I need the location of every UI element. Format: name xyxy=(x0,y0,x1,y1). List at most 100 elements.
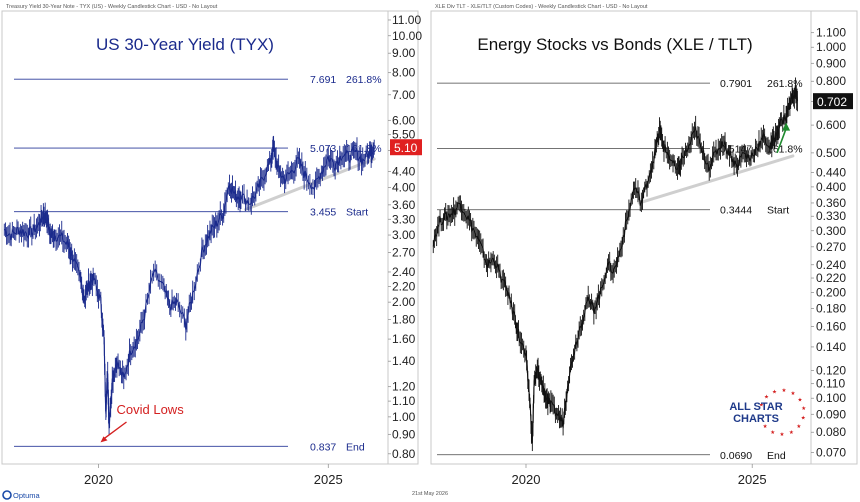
logo-line-1: ALL STAR xyxy=(729,401,782,413)
y-tick-label: 0.300 xyxy=(816,224,846,238)
y-tick-label: 1.80 xyxy=(392,313,416,327)
last-value-label: 0.702 xyxy=(817,95,847,109)
annotation-arrowhead xyxy=(100,436,108,443)
left-chart-subtitle: Treasury Yield 30-Year Note - TYX (US) -… xyxy=(6,4,218,10)
y-tick-label: 0.090 xyxy=(816,407,846,421)
y-tick-label: 1.100 xyxy=(816,26,846,40)
y-tick-label: 0.160 xyxy=(816,320,846,334)
logo-star-icon: ★ xyxy=(759,401,764,408)
left-chart-title: US 30-Year Yield (TYX) xyxy=(96,35,274,54)
level-name-label: 161.8% xyxy=(767,143,803,155)
right-chart-title: Energy Stocks vs Bonds (XLE / TLT) xyxy=(477,35,752,54)
series-line xyxy=(432,88,798,444)
last-value-badge xyxy=(390,139,422,156)
trendline xyxy=(637,154,795,205)
y-tick-label: 2.20 xyxy=(392,279,416,293)
y-tick-label: 0.240 xyxy=(816,258,846,272)
logo-star-icon: ★ xyxy=(781,387,786,394)
y-tick-label: 1.10 xyxy=(392,394,416,408)
y-tick-label: 0.180 xyxy=(816,302,846,316)
optuma-logo-icon xyxy=(2,490,12,500)
logo-star-icon: ★ xyxy=(791,390,796,397)
level-name-label: End xyxy=(346,441,365,453)
right-chart-subtitle: XLE Div TLT - XLE/TLT (Custom Codes) - W… xyxy=(435,4,648,10)
logo-star-icon: ★ xyxy=(796,423,801,430)
logo-star-icon: ★ xyxy=(770,429,775,436)
y-tick-label: 2.70 xyxy=(392,245,416,259)
logo-star-icon: ★ xyxy=(801,405,806,412)
y-tick-label: 4.40 xyxy=(392,165,416,179)
y-tick-label: 0.440 xyxy=(816,165,846,179)
y-tick-label: 0.600 xyxy=(816,118,846,132)
logo-line-2: CHARTS xyxy=(733,413,779,425)
logo-star-icon: ★ xyxy=(764,393,769,400)
y-tick-label: 2.40 xyxy=(392,265,416,279)
logo-star-icon: ★ xyxy=(780,431,785,438)
level-name-label: 261.8% xyxy=(346,74,382,86)
level-name-label: Start xyxy=(346,207,368,219)
annotation-arrow xyxy=(104,421,127,439)
level-value-label: 0.3444 xyxy=(720,205,752,217)
logo-star-icon: ★ xyxy=(801,415,806,422)
y-tick-label: 0.900 xyxy=(816,56,846,70)
y-tick-label: 0.90 xyxy=(392,427,416,441)
annotation-covid-lows: Covid Lows xyxy=(117,402,185,417)
y-tick-label: 0.140 xyxy=(816,340,846,354)
x-tick-label: 2020 xyxy=(84,472,113,487)
all-star-charts-logo: ★★★ ★ ★★★★★★★★★ ALL STAR CHARTS xyxy=(729,387,806,438)
y-tick-label: 8.00 xyxy=(392,66,416,80)
y-tick-label: 1.00 xyxy=(392,410,416,424)
y-tick-label: 3.30 xyxy=(392,212,416,226)
y-tick-label: 0.800 xyxy=(816,74,846,88)
level-value-label: 0.7901 xyxy=(720,78,752,90)
x-tick-label: 2025 xyxy=(738,472,767,487)
right-panel: XLE Div TLT - XLE/TLT (Custom Codes) - W… xyxy=(430,4,858,487)
y-tick-label: 0.270 xyxy=(816,240,846,254)
green-up-arrowhead xyxy=(782,122,791,131)
level-name-label: 261.8% xyxy=(767,78,803,90)
y-tick-label: 3.00 xyxy=(392,228,416,242)
y-tick-label: 7.00 xyxy=(392,88,416,102)
y-tick-label: 0.330 xyxy=(816,209,846,223)
y-tick-label: 0.80 xyxy=(392,447,416,461)
y-tick-label: 11.00 xyxy=(392,13,421,27)
y-tick-label: 3.60 xyxy=(392,198,416,212)
y-tick-label: 0.120 xyxy=(816,363,846,377)
y-tick-label: 1.20 xyxy=(392,380,416,394)
series-line xyxy=(4,143,375,429)
y-tick-label: 1.000 xyxy=(816,40,846,54)
last-value-label: 5.10 xyxy=(394,141,418,155)
y-tick-label: 2.00 xyxy=(392,295,416,309)
y-tick-label: 0.200 xyxy=(816,286,846,300)
y-tick-label: 5.50 xyxy=(392,128,416,142)
level-value-label: 5.073 xyxy=(310,143,336,155)
level-value-label: 3.455 xyxy=(310,207,336,219)
level-name-label: Start xyxy=(767,205,789,217)
y-tick-label: 1.40 xyxy=(392,354,416,368)
y-tick-label: 0.400 xyxy=(816,180,846,194)
y-tick-label: 10.00 xyxy=(392,29,422,43)
y-tick-label: 1.60 xyxy=(392,332,416,346)
footer-date: 21st May 2026 xyxy=(412,491,448,497)
y-tick-label: 9.00 xyxy=(392,46,416,60)
y-tick-label: 0.500 xyxy=(816,146,846,160)
logo-star-icon: ★ xyxy=(798,396,803,403)
y-tick-label: 0.110 xyxy=(816,377,845,391)
y-tick-label: 4.00 xyxy=(392,180,416,194)
logo-star-icon: ★ xyxy=(789,429,794,436)
footer-brand: Optuma xyxy=(13,491,41,500)
last-value-badge xyxy=(813,93,853,110)
left-panel: Treasury Yield 30-Year Note - TYX (US) -… xyxy=(1,4,422,487)
level-name-label: End xyxy=(767,450,786,462)
green-up-arrow xyxy=(776,128,787,154)
y-tick-label: 6.00 xyxy=(392,113,416,127)
level-value-label: 7.691 xyxy=(310,74,336,86)
x-tick-label: 2025 xyxy=(314,472,343,487)
y-tick-label: 0.100 xyxy=(816,391,846,405)
level-value-label: 0.0690 xyxy=(720,450,752,462)
y-tick-label: 0.070 xyxy=(816,446,846,460)
x-tick-label: 2020 xyxy=(512,472,541,487)
level-value-label: 0.837 xyxy=(310,441,336,453)
y-tick-label: 0.080 xyxy=(816,425,846,439)
